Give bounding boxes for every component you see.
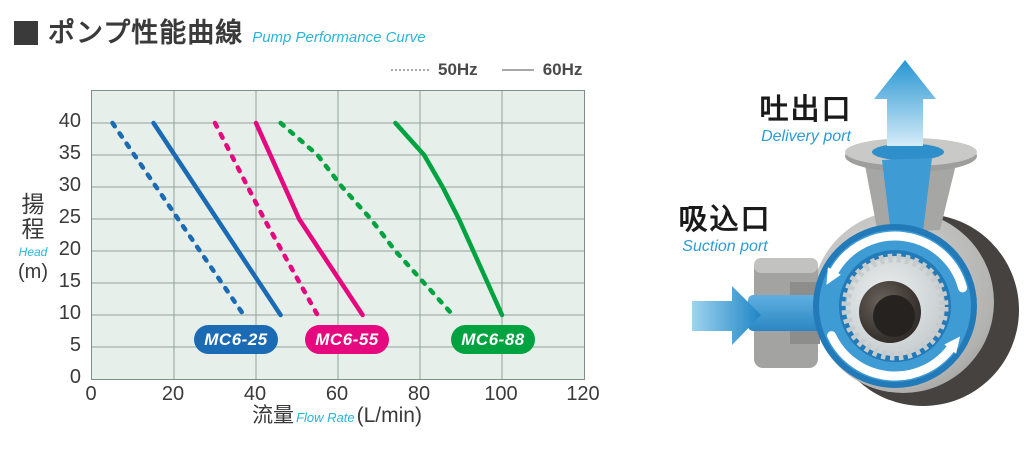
- suction-port-label-en: Suction port: [682, 238, 768, 255]
- y-tick-label: 0: [69, 366, 81, 389]
- x-axis-title-jp: 流量: [252, 404, 295, 427]
- curve-MC6-88-60Hz: [393, 120, 505, 318]
- x-axis-title: 流量 Flow Rate(L/min): [91, 399, 583, 429]
- delivery-port-label-en: Delivery port: [761, 128, 851, 145]
- curve-MC6-88-50Hz: [278, 120, 456, 318]
- y-tick-label: 30: [58, 174, 81, 197]
- x-axis-title-en: Flow Rate: [296, 410, 355, 425]
- y-tick-label: 35: [58, 142, 81, 165]
- rotation-arrow-top: [829, 231, 968, 293]
- legend-dashed-line-icon: [391, 69, 429, 71]
- y-tick-label: 10: [58, 302, 81, 325]
- y-axis-title: 揚程 Head (m): [6, 192, 60, 284]
- pump-cutaway-illustration: [692, 60, 1019, 406]
- delivery-flange-bore: [872, 143, 944, 161]
- model-badge-mc6-88: MC6-88: [451, 325, 535, 354]
- x-tick-label: 60: [325, 383, 349, 405]
- delivery-flow-arrow: [874, 60, 936, 146]
- rotation-arrow-bottom-head: [944, 336, 961, 354]
- page-title-en: Pump Performance Curve: [252, 29, 426, 46]
- x-tick-label: 120: [566, 383, 600, 405]
- delivery-channel: [882, 158, 932, 242]
- legend-label-60hz: 60Hz: [542, 60, 583, 79]
- y-axis-ticks: 0 5 10 15 20 25 30 35 40: [28, 90, 81, 388]
- model-badge-mc6-25: MC6-25: [194, 325, 278, 354]
- page-title-jp: ポンプ性能曲線: [48, 18, 244, 48]
- delivery-port-label: 吐出口 Delivery port: [741, 96, 871, 145]
- chart-legend: 50Hz 60Hz: [391, 60, 582, 80]
- shaft-bore: [873, 295, 915, 337]
- suction-flow-arrow: [692, 286, 761, 345]
- model-badge-mc6-55: MC6-55: [305, 325, 389, 354]
- curve-MC6-25-60Hz: [151, 120, 283, 318]
- x-tick-label: 40: [243, 383, 267, 405]
- suction-port-label: 吸込口 Suction port: [665, 206, 785, 255]
- y-tick-label: 25: [58, 206, 81, 229]
- title-square-icon: [14, 21, 38, 45]
- x-tick-label: 100: [484, 383, 518, 405]
- y-tick-label: 15: [58, 270, 81, 293]
- rotation-arrow-top-head: [826, 267, 841, 285]
- curve-MC6-55-50Hz: [212, 120, 320, 318]
- y-axis-title-en: Head: [18, 244, 48, 259]
- x-tick-label: 20: [161, 383, 185, 405]
- legend-solid-line-icon: [501, 69, 534, 71]
- y-tick-label: 40: [58, 110, 81, 133]
- delivery-port-label-jp: 吐出口: [759, 94, 853, 126]
- y-tick-label: 20: [58, 238, 81, 261]
- y-axis-title-unit: (m): [18, 260, 48, 283]
- x-axis-ticks: 0 20 40 60 80 100 120: [85, 383, 599, 407]
- x-tick-label: 80: [407, 383, 431, 405]
- suction-port-label-jp: 吸込口: [678, 204, 772, 236]
- curve-MC6-25-50Hz: [110, 120, 246, 318]
- suction-flange-highlight: [754, 258, 818, 273]
- legend-label-50hz: 50Hz: [438, 60, 478, 79]
- curve-MC6-55-60Hz: [253, 120, 365, 318]
- x-tick-label: 0: [85, 383, 97, 405]
- rotation-arrow-bottom: [827, 331, 955, 381]
- y-tick-label: 5: [69, 334, 81, 357]
- y-axis-title-jp: 揚程: [21, 191, 45, 242]
- x-axis-title-unit: (L/min): [356, 404, 422, 427]
- page-title: ポンプ性能曲線 Pump Performance Curve: [14, 20, 426, 47]
